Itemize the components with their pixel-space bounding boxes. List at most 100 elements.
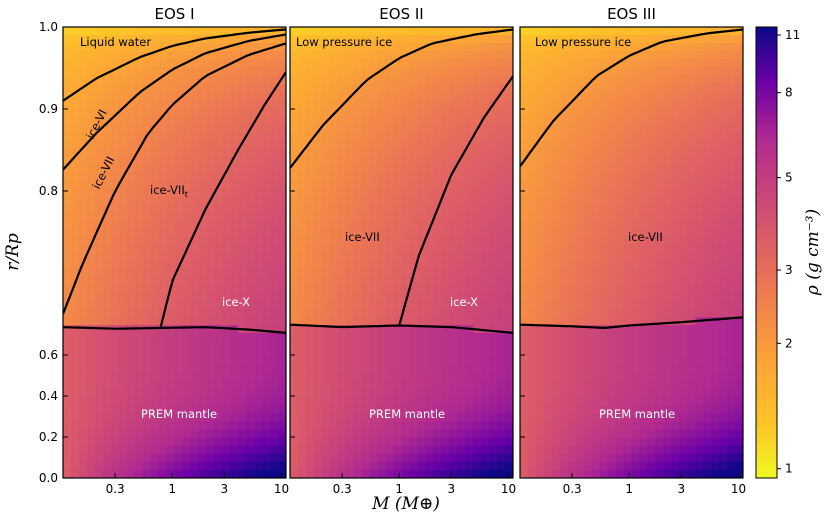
density-cell bbox=[313, 188, 323, 197]
density-cell bbox=[369, 51, 379, 60]
density-cell bbox=[126, 300, 136, 310]
density-cell bbox=[583, 99, 593, 109]
density-cell bbox=[719, 244, 728, 254]
boundary-iceVI-iceVII bbox=[63, 33, 286, 171]
density-cell bbox=[214, 131, 223, 141]
density-cell bbox=[361, 51, 371, 60]
density-cell bbox=[591, 83, 601, 93]
density-cell bbox=[559, 212, 569, 221]
density-cell bbox=[457, 204, 466, 213]
density-cell bbox=[527, 180, 537, 189]
density-cell bbox=[663, 83, 672, 93]
density-cell bbox=[591, 131, 601, 141]
density-cell bbox=[559, 220, 569, 229]
density-cell bbox=[441, 212, 450, 221]
density-cell bbox=[647, 131, 656, 141]
density-cell bbox=[182, 91, 192, 101]
density-cell bbox=[711, 67, 720, 76]
density-cell bbox=[417, 308, 426, 318]
density-cell bbox=[505, 445, 513, 455]
density-cell bbox=[158, 155, 168, 165]
density-cell bbox=[63, 180, 72, 189]
density-cell bbox=[305, 333, 315, 342]
density-cell bbox=[551, 413, 561, 423]
density-cell bbox=[182, 316, 192, 326]
density-cell bbox=[655, 155, 664, 165]
density-cell bbox=[520, 276, 529, 286]
density-cell bbox=[647, 204, 656, 213]
density-cell bbox=[222, 405, 231, 415]
density-cell bbox=[703, 324, 712, 334]
density-cell bbox=[631, 461, 641, 471]
density-cell bbox=[559, 35, 569, 44]
density-cell bbox=[206, 469, 215, 478]
density-cell bbox=[647, 180, 656, 189]
density-cell bbox=[198, 220, 207, 229]
density-cell bbox=[663, 171, 672, 181]
density-cell bbox=[527, 308, 537, 318]
density-cell bbox=[449, 212, 458, 221]
density-cell bbox=[385, 357, 395, 366]
density-cell bbox=[63, 220, 72, 229]
density-cell bbox=[393, 260, 403, 270]
density-cell bbox=[150, 196, 160, 205]
density-cell bbox=[297, 308, 307, 318]
density-cell bbox=[393, 284, 403, 294]
density-cell bbox=[401, 453, 411, 463]
density-cell bbox=[409, 236, 419, 246]
density-cell bbox=[246, 196, 255, 205]
density-cell bbox=[126, 357, 136, 366]
density-cell bbox=[567, 123, 577, 133]
density-cell bbox=[607, 349, 617, 358]
density-cell bbox=[527, 445, 537, 455]
density-cell bbox=[433, 196, 442, 205]
density-cell bbox=[735, 115, 743, 125]
density-cell bbox=[297, 300, 307, 310]
density-cell bbox=[457, 437, 466, 447]
density-cell bbox=[425, 220, 434, 229]
density-cell bbox=[401, 445, 411, 455]
density-cell bbox=[401, 469, 411, 478]
density-cell bbox=[417, 284, 426, 294]
density-cell bbox=[527, 461, 537, 471]
density-cell bbox=[481, 453, 490, 463]
density-cell bbox=[198, 236, 207, 246]
density-cell bbox=[134, 171, 144, 181]
density-cell bbox=[126, 163, 136, 173]
density-cell bbox=[527, 244, 537, 254]
density-cell bbox=[599, 244, 609, 254]
density-cell bbox=[313, 333, 323, 342]
density-cell bbox=[238, 163, 247, 173]
density-cell bbox=[695, 397, 704, 407]
density-cell bbox=[639, 107, 649, 117]
density-cell bbox=[489, 357, 498, 366]
density-cell bbox=[679, 67, 688, 76]
density-cell bbox=[417, 236, 426, 246]
density-cell bbox=[206, 349, 215, 358]
density-cell bbox=[166, 212, 176, 221]
density-cell bbox=[174, 244, 184, 254]
density-cell bbox=[297, 268, 307, 278]
region-label: PREM mantle bbox=[599, 407, 675, 421]
density-cell bbox=[63, 469, 72, 478]
density-cell bbox=[118, 397, 128, 407]
density-cell bbox=[575, 373, 585, 382]
density-cell bbox=[441, 59, 450, 68]
density-cell bbox=[118, 357, 128, 366]
density-cell bbox=[591, 228, 601, 237]
density-cell bbox=[559, 91, 569, 101]
density-cell bbox=[270, 437, 279, 447]
density-cell bbox=[158, 91, 168, 101]
density-cell bbox=[711, 236, 720, 246]
density-cell bbox=[655, 147, 664, 157]
density-cell bbox=[695, 357, 704, 366]
density-cell bbox=[94, 35, 104, 44]
density-cell bbox=[393, 163, 403, 173]
density-cell bbox=[465, 276, 474, 286]
density-cell bbox=[409, 349, 419, 358]
density-cell bbox=[134, 300, 144, 310]
density-cell bbox=[393, 196, 403, 205]
density-cell bbox=[687, 469, 696, 478]
density-cell bbox=[182, 212, 192, 221]
density-cell bbox=[270, 405, 279, 415]
